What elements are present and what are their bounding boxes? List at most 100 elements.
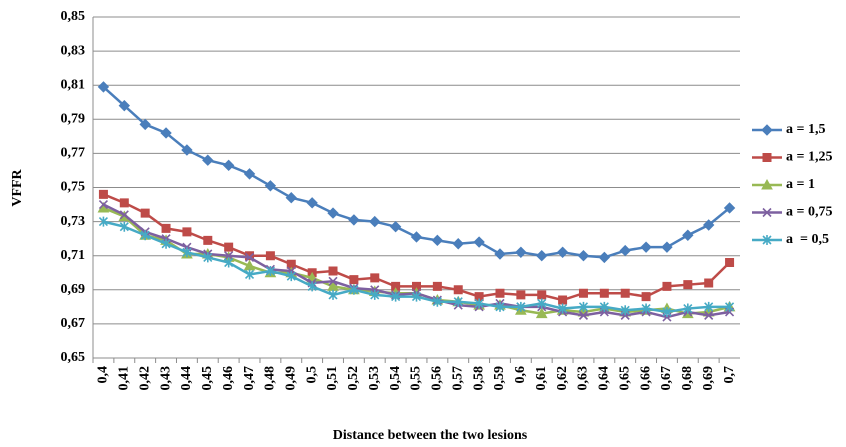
point-marker <box>222 159 235 172</box>
point-marker <box>453 285 463 295</box>
point-marker <box>118 99 131 112</box>
point-marker <box>432 281 442 291</box>
y-tick-label: 0,77 <box>61 146 86 161</box>
y-tick-label: 0,85 <box>61 9 86 24</box>
point-marker <box>328 266 338 276</box>
point-marker <box>495 301 505 312</box>
point-marker <box>391 281 401 291</box>
point-marker <box>119 221 129 232</box>
x-tick-label: 0,52 <box>346 366 361 391</box>
x-tick-label: 0,4 <box>96 366 111 384</box>
point-marker <box>558 295 568 305</box>
point-marker <box>265 266 275 277</box>
y-tick-label: 0,71 <box>61 248 86 263</box>
point-marker <box>702 219 715 231</box>
point-marker <box>181 144 193 156</box>
point-marker <box>704 310 714 320</box>
x-tick-label: 0,59 <box>492 366 507 391</box>
point-marker <box>453 296 463 307</box>
x-tick-label: 0,7 <box>722 366 737 384</box>
legend-label: a = 1,5 <box>786 122 825 137</box>
x-tick-label: 0,65 <box>617 366 632 391</box>
point-marker <box>349 275 359 285</box>
point-marker <box>431 234 444 247</box>
point-marker <box>724 301 735 312</box>
point-marker <box>348 214 360 226</box>
x-tick-label: 0,57 <box>450 366 465 391</box>
point-marker <box>203 235 213 245</box>
x-tick-label: 0,53 <box>367 366 382 391</box>
x-tick-label: 0,49 <box>283 366 298 391</box>
point-marker <box>370 273 380 283</box>
point-marker <box>619 244 631 257</box>
x-tick-label: 0,6 <box>513 366 528 384</box>
point-marker <box>558 303 568 314</box>
x-tick-label: 0,64 <box>597 366 612 391</box>
point-marker <box>640 241 652 253</box>
point-marker <box>452 238 464 250</box>
point-marker <box>599 301 609 312</box>
point-marker <box>286 271 296 282</box>
point-marker <box>307 281 317 292</box>
point-marker <box>285 192 297 204</box>
point-marker <box>578 301 589 312</box>
y-tick-label: 0,81 <box>61 77 86 92</box>
point-marker <box>160 127 172 139</box>
x-tick-label: 0,58 <box>471 366 486 391</box>
point-marker <box>243 168 256 180</box>
point-marker <box>683 280 693 290</box>
point-marker <box>704 301 714 312</box>
point-marker <box>494 248 506 260</box>
point-marker <box>98 199 109 210</box>
x-axis-label: Distance between the two lesions <box>333 428 528 443</box>
point-marker <box>140 230 150 241</box>
point-marker <box>306 197 318 209</box>
point-marker <box>556 246 569 258</box>
point-marker <box>578 310 589 320</box>
point-marker <box>474 292 484 302</box>
point-marker <box>682 229 694 241</box>
point-marker <box>495 288 505 298</box>
point-marker <box>286 259 296 269</box>
point-marker <box>119 198 129 208</box>
point-marker <box>203 252 213 263</box>
legend-label: a = 1,25 <box>786 150 832 165</box>
point-marker <box>119 210 129 220</box>
point-marker <box>535 307 548 319</box>
point-marker <box>410 231 423 243</box>
x-tick-label: 0,45 <box>200 366 215 391</box>
x-tick-label: 0,63 <box>576 366 591 391</box>
point-marker <box>725 258 735 268</box>
point-marker <box>202 154 214 166</box>
point-marker <box>139 118 151 131</box>
y-tick-label: 0,79 <box>61 112 86 127</box>
x-tick-label: 0,43 <box>158 366 173 391</box>
y-tick-label: 0,75 <box>61 180 86 195</box>
point-marker <box>370 289 380 300</box>
point-marker <box>432 296 442 307</box>
point-marker <box>161 223 171 233</box>
point-marker <box>161 238 171 249</box>
point-marker <box>389 221 402 233</box>
x-tick-label: 0,67 <box>659 366 674 391</box>
point-marker <box>662 281 672 291</box>
point-marker <box>411 291 422 302</box>
point-marker <box>349 284 359 295</box>
point-marker <box>599 288 609 298</box>
y-tick-label: 0,73 <box>61 214 86 229</box>
point-marker <box>762 153 772 162</box>
point-marker <box>412 281 421 291</box>
x-tick-label: 0,47 <box>242 366 257 391</box>
point-marker <box>762 235 772 245</box>
point-marker <box>662 306 672 317</box>
x-tick-label: 0,48 <box>263 366 278 391</box>
y-axis-label: VFFR <box>10 168 25 206</box>
x-tick-label: 0,61 <box>534 366 549 391</box>
point-marker <box>98 189 108 199</box>
point-marker <box>224 242 234 252</box>
point-marker <box>369 215 381 228</box>
y-tick-label: 0,69 <box>61 282 86 297</box>
x-tick-label: 0,69 <box>701 366 716 391</box>
point-marker <box>761 178 773 190</box>
